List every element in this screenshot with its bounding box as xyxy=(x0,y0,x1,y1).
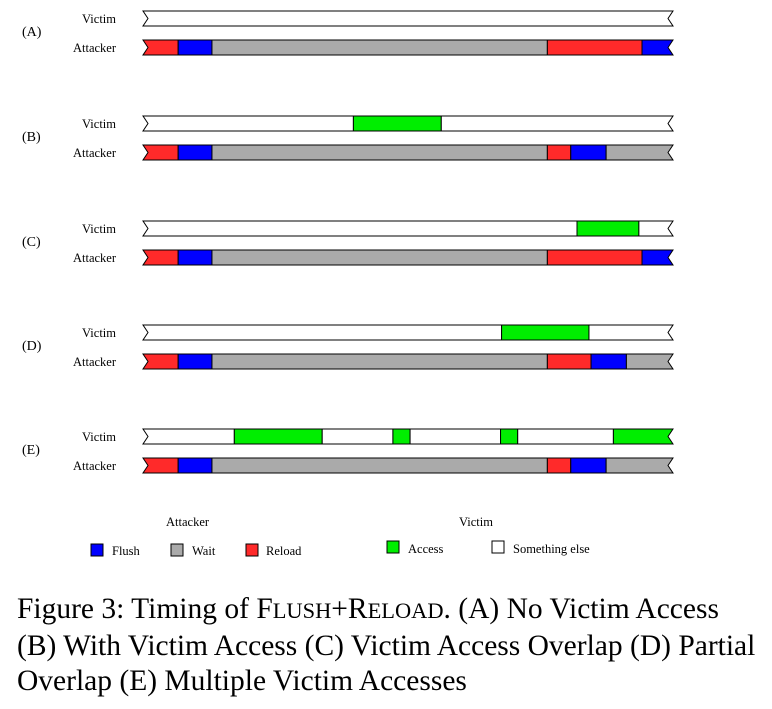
caption-suffix: . (A) No Victim Access (B) With Victim A… xyxy=(17,593,756,697)
attacker-segment-reload xyxy=(142,353,179,370)
attacker-segment-wait xyxy=(625,353,674,370)
attacker-lane xyxy=(142,457,674,474)
figure-caption: Figure 3: Timing of FLUSH+RELOAD. (A) No… xyxy=(17,592,762,700)
attacker-segment-reload xyxy=(142,457,179,474)
victim-segment-something-else xyxy=(517,428,614,445)
attacker-segment-flush xyxy=(570,144,607,161)
row-label: (E) xyxy=(22,443,40,458)
victim-lane-label: Victim xyxy=(82,326,116,340)
caption-reload-rest: ELOAD xyxy=(367,598,444,623)
victim-lane xyxy=(142,10,674,27)
attacker-lane-label: Attacker xyxy=(73,355,117,369)
attacker-segment-flush xyxy=(177,249,213,266)
attacker-segment-flush xyxy=(641,249,674,266)
attacker-segment-reload xyxy=(142,249,179,266)
legend-flush-swatch xyxy=(90,543,104,557)
victim-lane-label: Victim xyxy=(82,222,116,236)
legend-wait-label: Wait xyxy=(192,544,216,558)
victim-segment-access xyxy=(352,115,442,132)
attacker-segment-flush xyxy=(177,457,213,474)
attacker-segment-reload xyxy=(142,39,179,56)
attacker-segment-reload xyxy=(546,39,643,56)
attacker-segment-flush xyxy=(177,39,213,56)
attacker-lane xyxy=(142,39,674,56)
victim-segment-something-else xyxy=(588,324,674,341)
legend-reload-label: Reload xyxy=(266,544,302,558)
victim-lane-label: Victim xyxy=(82,12,116,26)
attacker-segment-wait xyxy=(211,353,548,370)
attacker-segment-reload xyxy=(546,457,572,474)
attacker-segment-reload xyxy=(546,249,643,266)
legend-flush-label: Flush xyxy=(112,544,141,558)
victim-segment-something-else xyxy=(142,10,674,27)
victim-segment-something-else xyxy=(142,324,503,341)
victim-lane xyxy=(142,428,674,445)
victim-segment-something-else xyxy=(638,220,674,237)
attacker-lane-label: Attacker xyxy=(73,146,117,160)
attacker-segment-flush xyxy=(570,457,607,474)
caption-prefix: Figure 3: Timing of xyxy=(17,593,257,625)
attacker-segment-wait xyxy=(211,39,548,56)
victim-lane-label: Victim xyxy=(82,430,116,444)
victim-lane xyxy=(142,324,674,341)
victim-segment-something-else xyxy=(142,220,578,237)
victim-segment-access xyxy=(612,428,674,445)
caption-flush-rest: LUSH xyxy=(272,598,332,623)
attacker-lane xyxy=(142,353,674,370)
caption-reload-initial: R xyxy=(347,593,368,625)
victim-segment-access xyxy=(500,428,519,445)
legend-something-else-label: Something else xyxy=(513,542,590,556)
attacker-segment-flush xyxy=(641,39,674,56)
victim-lane-label: Victim xyxy=(82,117,116,131)
attacker-segment-flush xyxy=(590,353,627,370)
timing-diagram: (A) Victim Attacker (B) Victim Attacker (C) Vic… xyxy=(22,10,674,558)
attacker-segment-reload xyxy=(142,144,179,161)
attacker-lane xyxy=(142,144,674,161)
legend-wait-swatch xyxy=(170,543,184,557)
victim-segment-something-else xyxy=(321,428,394,445)
attacker-segment-wait xyxy=(211,249,548,266)
row-label: (B) xyxy=(22,130,41,145)
legend: Attacker Victim Flush Wait Reload Access… xyxy=(90,515,590,558)
timing-rows: (A) Victim Attacker (B) Victim Attacker (C) Vic… xyxy=(22,10,674,474)
legend-victim-title: Victim xyxy=(459,515,493,529)
attacker-lane-label: Attacker xyxy=(73,251,117,265)
legend-access-swatch xyxy=(386,540,400,554)
victim-segment-access xyxy=(392,428,411,445)
attacker-segment-flush xyxy=(177,353,213,370)
attacker-segment-reload xyxy=(546,144,572,161)
victim-lane xyxy=(142,115,674,132)
victim-segment-access xyxy=(576,220,640,237)
victim-segment-access xyxy=(233,428,323,445)
attacker-lane-label: Attacker xyxy=(73,459,117,473)
victim-segment-something-else xyxy=(142,115,354,132)
legend-something-else-swatch xyxy=(491,540,505,554)
victim-segment-something-else xyxy=(440,115,674,132)
attacker-segment-wait xyxy=(605,457,674,474)
caption-flush-initial: F xyxy=(256,593,273,625)
row-label: (C) xyxy=(22,235,41,250)
attacker-lane xyxy=(142,249,674,266)
victim-lane xyxy=(142,220,674,237)
attacker-segment-wait xyxy=(605,144,674,161)
row-label: (A) xyxy=(22,25,42,40)
attacker-lane-label: Attacker xyxy=(73,41,117,55)
legend-access-label: Access xyxy=(408,542,444,556)
row-label: (D) xyxy=(22,339,42,354)
legend-reload-swatch xyxy=(245,543,259,557)
attacker-segment-flush xyxy=(177,144,213,161)
legend-attacker-title: Attacker xyxy=(166,515,210,529)
attacker-segment-wait xyxy=(211,144,548,161)
caption-plus: + xyxy=(331,593,348,625)
victim-segment-access xyxy=(501,324,590,341)
victim-segment-something-else xyxy=(142,428,235,445)
attacker-segment-wait xyxy=(211,457,548,474)
victim-segment-something-else xyxy=(409,428,502,445)
attacker-segment-reload xyxy=(546,353,592,370)
